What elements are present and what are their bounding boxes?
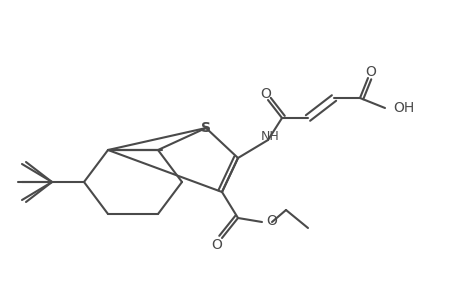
Text: O: O (265, 214, 276, 228)
Text: O: O (365, 65, 375, 79)
Text: OH: OH (392, 101, 414, 115)
Text: NH: NH (260, 130, 279, 142)
Text: O: O (211, 238, 222, 252)
Text: O: O (260, 87, 271, 101)
Text: S: S (201, 121, 211, 135)
